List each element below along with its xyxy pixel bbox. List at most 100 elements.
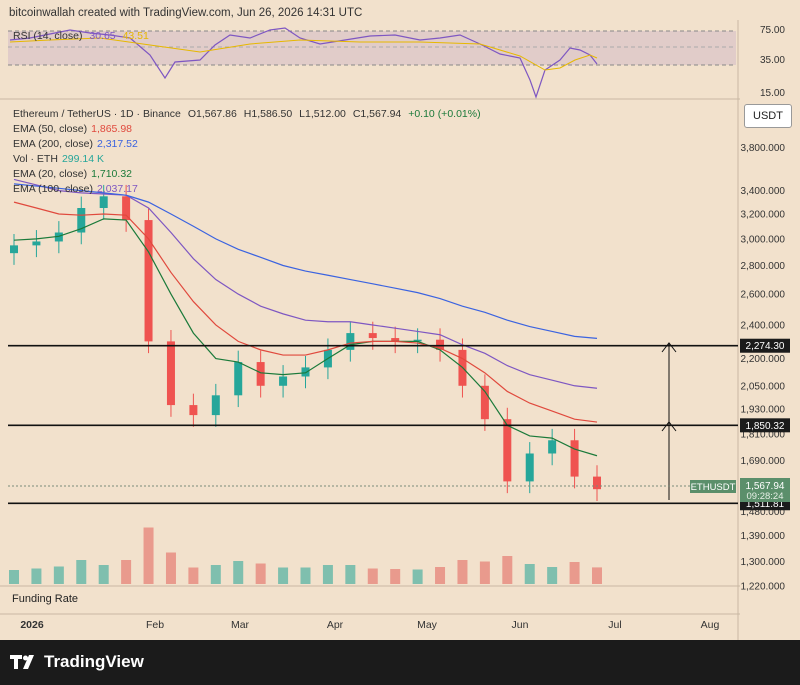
rsi-ma-line [9,37,598,71]
ema-line [13,183,598,339]
change-value: +0.10 (+0.01%) [408,108,481,120]
candle-body [99,196,108,209]
price-tick: 2,050.000 [741,381,786,392]
price-tick: 1,390.000 [741,531,786,542]
volume-bar [435,567,446,584]
price-chart[interactable]: 75.00 35.00 15.00 3,800.000 3,400.000 3,20… [0,0,800,640]
time-tick: May [417,619,438,631]
time-tick: Mar [231,619,250,631]
price-tick: 2,800.000 [741,261,786,272]
volume-bar [233,561,244,584]
arrow-head-lower [661,421,677,432]
volume-bar [592,567,602,584]
candles [10,184,601,501]
rsi-tick: 35.00 [760,55,785,66]
time-tick: Jul [608,619,621,631]
volume-bar [524,564,535,584]
svg-text:1,567.94: 1,567.94 [746,481,785,492]
volume-bar [165,552,176,584]
rsi-ma-value: 43.51 [122,30,149,42]
volume-bar [9,570,19,584]
rsi-label: RSI (14, close) [13,30,83,42]
time-tick: Aug [701,619,720,631]
volume-bar [76,560,87,584]
rsi-line [9,27,598,99]
footer-bar [0,640,800,685]
currency-button[interactable]: USDT [744,104,792,128]
funding-rate-label: Funding Rate [12,593,79,605]
tradingview-logo[interactable]: TradingView [10,652,144,672]
candle-body [144,220,153,342]
candle-body [391,338,400,342]
candle-body [77,208,86,233]
time-tick: Jun [512,619,529,631]
low-value: L1,512.00 [299,108,346,120]
ema200-legend[interactable]: EMA (200, close) 2,317.52 [13,138,138,150]
candle-body [436,339,445,350]
price-tick: 1,690.000 [741,456,786,467]
high-value: H1,586.50 [243,108,293,120]
volume-bar [367,568,378,584]
support-resistance-levels[interactable]: 2,274.30 1,850.32 1,511.81 [8,338,790,511]
volume-bar [188,567,199,584]
arrow-head-upper [661,342,677,353]
price-tick: 2,400.000 [741,320,786,331]
candle-body [570,440,579,477]
candle-body [368,333,377,339]
ema20-legend[interactable]: EMA (20, close) 1,710.32 [13,168,132,180]
level-label: 1,511.81 [746,499,785,510]
volume-bar [300,567,311,584]
symbol-name: Ethereum / TetherUS · 1D · Binance [13,108,181,120]
price-axis[interactable]: 3,800.000 3,400.000 3,200.000 3,000.000 2,80… [741,143,786,592]
candle-body [279,376,288,386]
candle-body [256,362,265,386]
level-label: 1,850.32 [746,421,785,432]
price-tick: 1,480.000 [741,507,786,518]
candle-body [122,196,131,221]
time-axis[interactable]: 2026 Feb Mar Apr May Jun Jul Aug [20,619,719,631]
volume-bar [547,567,558,584]
volume-bar [53,566,64,584]
candle-body [234,362,243,396]
price-tick: 3,400.000 [741,186,786,197]
candle-body [525,453,534,482]
ema100-legend[interactable]: EMA (100, close) 2,037.17 [13,183,138,195]
rsi-value: 30.65 [89,30,116,42]
brand-name: TradingView [44,652,144,671]
volume-bar [255,563,266,584]
price-tick: 1,220.000 [741,582,786,593]
rsi-tick: 75.00 [760,25,785,36]
volume-bar [121,560,132,584]
price-tick: 3,800.000 [741,143,786,154]
ema-line [13,201,598,423]
volume-bar [278,567,289,584]
level-label-bg [740,338,790,353]
candle-body [211,395,220,416]
candle-body [166,341,175,406]
volume-bars [9,527,602,584]
price-tick: 2,600.000 [741,290,786,301]
svg-text:ETHUSDT: ETHUSDT [691,482,736,493]
volume-bar [345,565,356,584]
price-tick: 1,300.000 [741,557,786,568]
level-label: 2,274.30 [746,341,785,352]
ema50-legend[interactable]: EMA (50, close) 1,865.98 [13,123,132,135]
ema-lines [13,178,598,457]
symbol-legend[interactable]: Ethereum / TetherUS · 1D · Binance O1,56… [13,108,481,120]
candle-body [480,385,489,420]
time-tick: Apr [327,619,344,631]
rsi-tick: 15.00 [760,88,785,99]
price-tick: 3,000.000 [741,234,786,245]
svg-text:09:28:24: 09:28:24 [747,491,784,502]
level-label-bg [740,418,790,433]
price-tick: 3,200.000 [741,209,786,220]
chart-caption: bitcoinwallah created with TradingView.c… [9,7,363,19]
volume-legend[interactable]: Vol · ETH 299.14 K [13,153,104,165]
time-tick: Feb [146,619,164,631]
volume-bar [143,527,154,584]
price-tick: 2,200.000 [741,354,786,365]
candle-body [413,339,422,342]
candle-body [548,440,557,454]
candle-body [10,245,18,254]
volume-bar [210,565,221,584]
